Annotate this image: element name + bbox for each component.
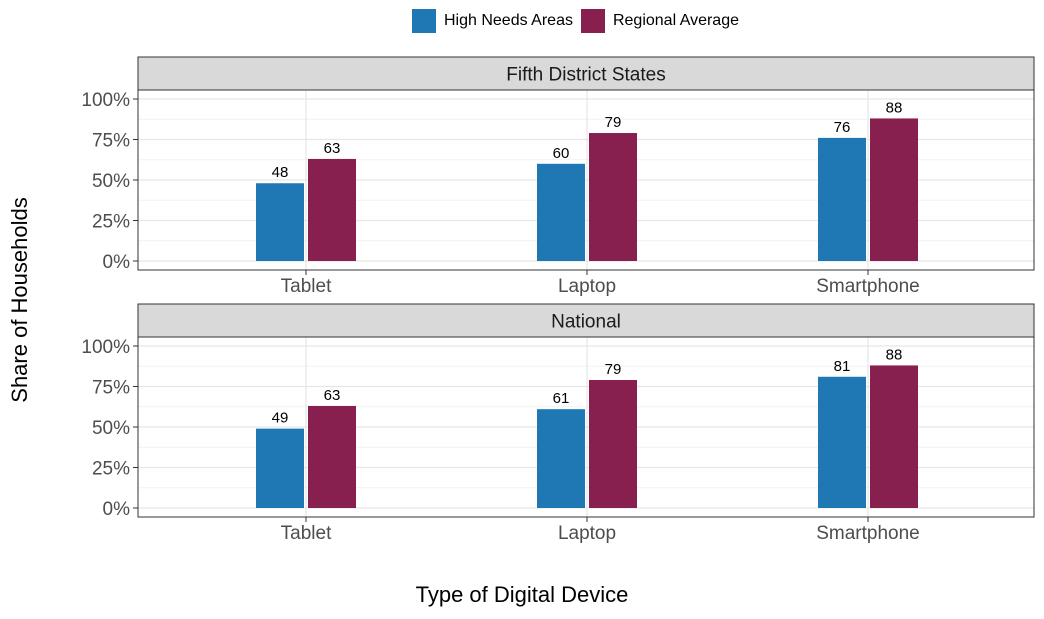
panel-2-bar-label: 61 <box>553 390 570 407</box>
panel-1-bar <box>818 137 866 261</box>
panel-1-y-tick-label: 100% <box>81 90 130 111</box>
panel-1-bar-label: 48 <box>272 164 289 181</box>
panel-2-border <box>137 336 1035 518</box>
panel-1-bar-label: 60 <box>553 145 570 162</box>
panel-1-x-tick-label: Smartphone <box>816 276 920 297</box>
panel-2-y-tick-label: 25% <box>92 459 130 480</box>
panel-1-y-tick-label: 75% <box>92 131 130 152</box>
panel-2-y-tick-label: 50% <box>92 418 130 439</box>
panel-2-y-tick-label: 100% <box>81 337 130 358</box>
legend-label-high-needs: High Needs Areas <box>444 12 573 29</box>
panel-2-bar-label: 49 <box>272 410 289 427</box>
panel-2-y-tick-label: 75% <box>92 378 130 399</box>
legend-swatch-regional-average <box>580 9 605 33</box>
legend-label-regional-average: Regional Average <box>612 12 739 29</box>
panel-1-bar-label: 63 <box>324 140 341 157</box>
panel-1-y-tick-label: 25% <box>92 212 130 233</box>
legend-swatch-high-needs <box>412 9 436 33</box>
panel-1-bar <box>589 133 637 261</box>
panel-1-bar-label: 79 <box>605 114 622 131</box>
panel-1-bar <box>256 183 304 261</box>
panel-2-bar <box>308 405 356 508</box>
legend: High Needs Areas Regional Average <box>412 8 747 34</box>
panel-1-bar-label: 88 <box>886 99 903 116</box>
panel-1-bar <box>870 118 918 261</box>
panel-2-strip <box>137 303 1035 338</box>
legend-item-regional-average: Regional Average <box>580 9 739 33</box>
panel-1-x-tick-label: Tablet <box>281 276 332 297</box>
panel-1-bar <box>308 158 356 261</box>
panel-2-bar <box>870 365 918 508</box>
panel-2-bar-label: 63 <box>324 387 341 404</box>
panel-2-y-tick-label: 0% <box>103 499 131 520</box>
panel-2-bar <box>818 376 866 508</box>
panel-2-bar <box>589 380 637 508</box>
panel-1-x-tick-label: Laptop <box>558 276 616 297</box>
panel-1-bar-label: 76 <box>834 119 851 136</box>
legend-item-high-needs: High Needs Areas <box>412 9 573 33</box>
panel-2-x-tick-label: Laptop <box>558 523 616 544</box>
panel-2-bar <box>256 428 304 508</box>
x-axis-title: Type of Digital Device <box>415 582 629 607</box>
panel-2-bar-label: 79 <box>605 361 622 378</box>
panel-1-y-tick-label: 50% <box>92 171 130 192</box>
panel-2-title: National <box>551 312 621 333</box>
panel-2-x-tick-label: Tablet <box>281 523 332 544</box>
panel-1-border <box>137 89 1035 271</box>
panel-2-bar-label: 88 <box>886 346 903 363</box>
panel-1-y-tick-label: 0% <box>103 252 131 273</box>
panel-1-title: Fifth District States <box>506 65 665 86</box>
panel-2-x-tick-label: Smartphone <box>816 523 920 544</box>
panel-1-bar <box>537 163 585 261</box>
panel-2-bar-label: 81 <box>834 358 851 375</box>
panel-2-bar <box>537 409 585 508</box>
